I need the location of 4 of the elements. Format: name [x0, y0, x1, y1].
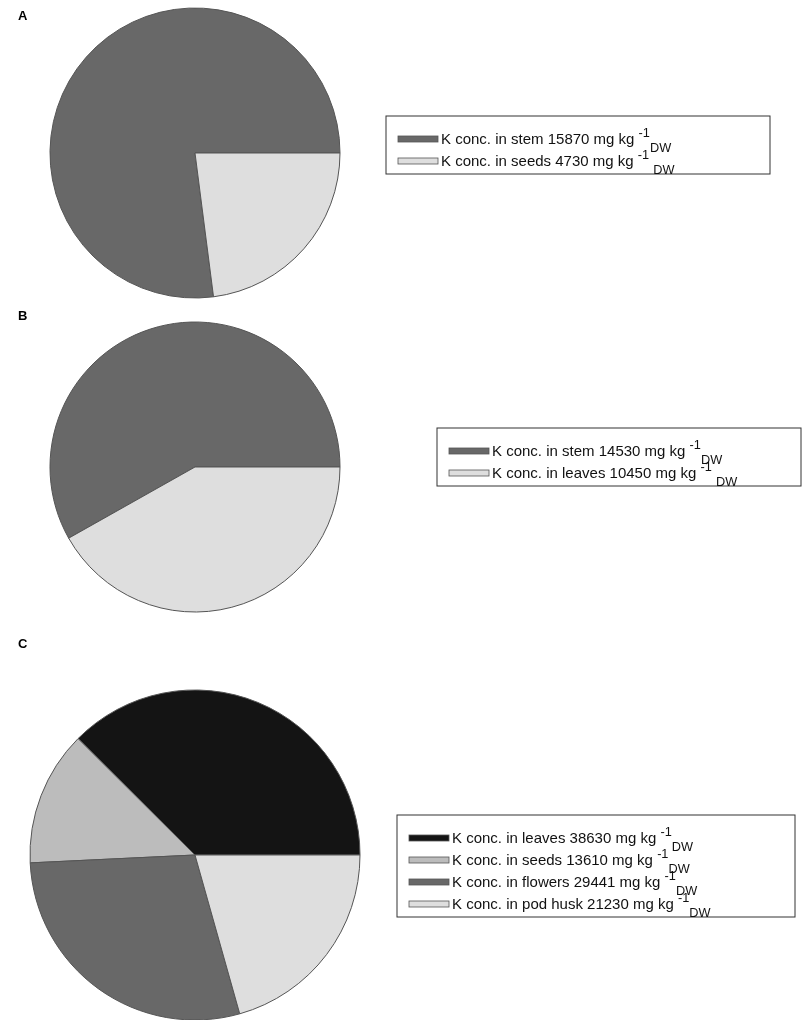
chart-title: B [18, 308, 28, 323]
chart-title: C [18, 636, 28, 651]
chart-title: A [18, 8, 28, 23]
pie-slice [49, 7, 341, 299]
